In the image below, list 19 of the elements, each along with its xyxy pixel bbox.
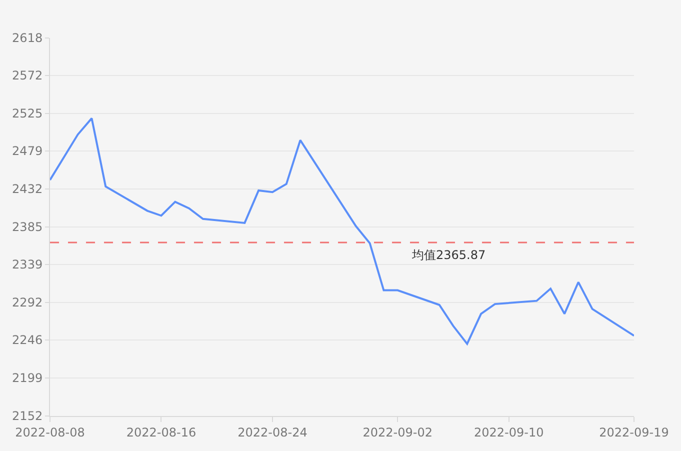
y-tick-label: 2385 [12,220,43,234]
x-tick-label: 2022-09-02 [362,425,432,440]
x-tick-label: 2022-08-16 [126,425,196,440]
y-tick-label: 2618 [12,31,43,46]
y-tick-label: 2479 [12,144,43,158]
y-tick-label: 2339 [12,258,43,272]
line-series [50,117,634,345]
x-tick-label: 2022-09-19 [599,425,669,440]
x-tick-label: 2022-09-10 [474,425,544,440]
y-tick-label: 2152 [12,409,43,424]
y-tick-label: 2525 [12,106,43,121]
x-tick-label: 2022-08-24 [238,425,308,440]
y-tick-label: 2432 [12,182,43,196]
y-tick-label: 2199 [12,371,43,386]
y-tick-label: 2246 [12,332,43,347]
ref-line-label: 均值2365.87 [411,248,486,262]
x-tick-label: 2022-08-08 [15,425,85,440]
y-tick-label: 2292 [12,296,43,310]
y-tick-label: 2572 [12,68,43,83]
